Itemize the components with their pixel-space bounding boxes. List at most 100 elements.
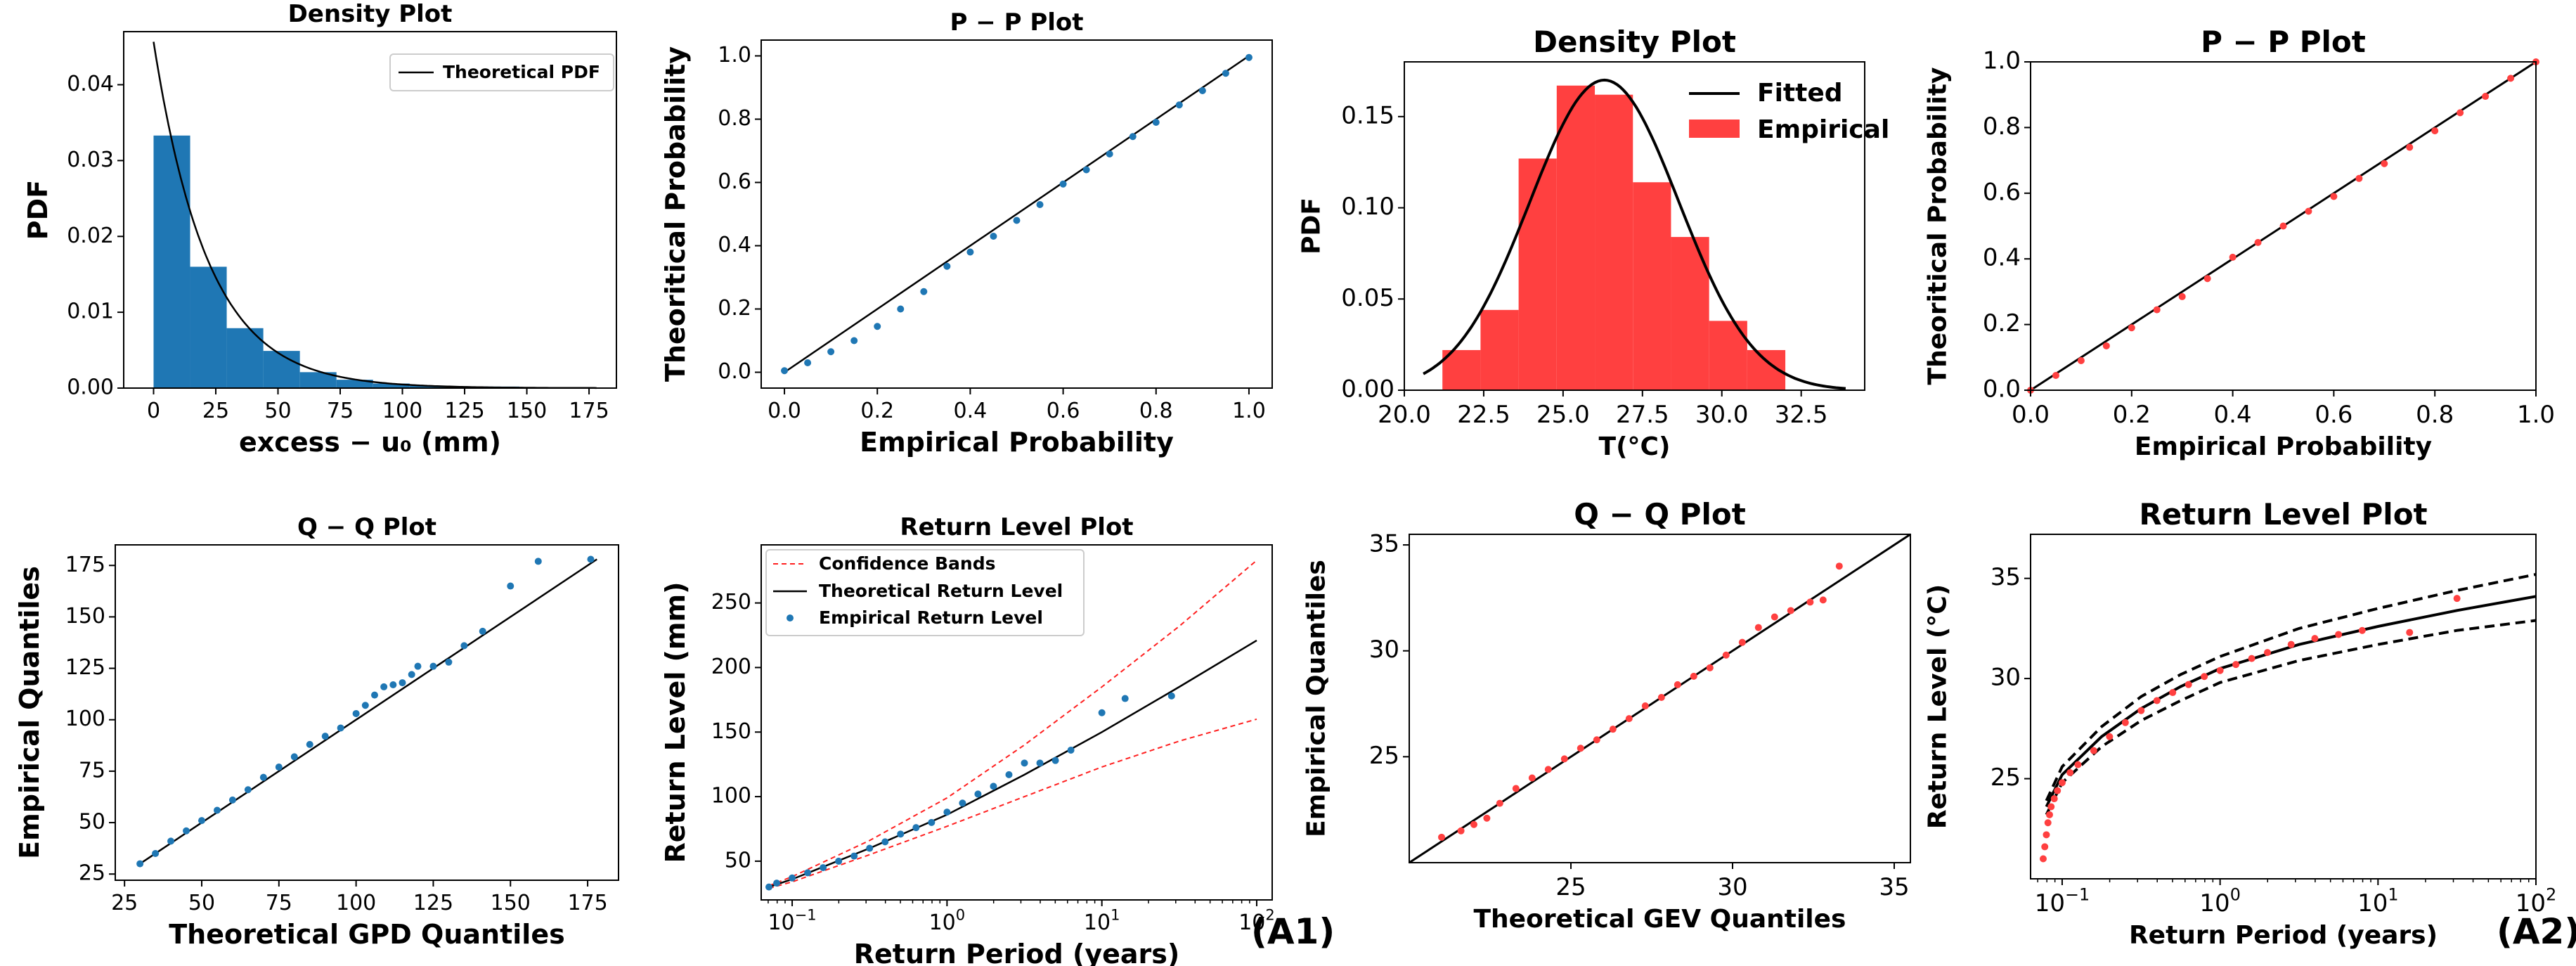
data-point	[1036, 201, 1044, 208]
data-point	[2254, 238, 2262, 246]
data-point	[897, 830, 905, 838]
data-point	[990, 233, 997, 240]
data-point	[1121, 695, 1129, 702]
data-point	[2102, 342, 2110, 349]
data-point	[228, 796, 236, 804]
x-tick-label: 100	[929, 907, 966, 936]
y-tick-label: 0.6	[1983, 178, 2021, 206]
data-point	[943, 262, 951, 270]
data-point	[959, 799, 966, 807]
data-point	[2041, 843, 2049, 851]
x-tick-label: 150	[507, 399, 547, 423]
y-axis-label: Return Level (mm)	[660, 582, 691, 863]
data-point	[874, 323, 881, 330]
x-tick-label: 0.8	[2416, 401, 2454, 429]
data-point	[2431, 127, 2439, 135]
data-point	[2178, 292, 2186, 300]
data-point	[1021, 759, 1028, 767]
histogram-bar	[190, 266, 227, 388]
y-tick-label: 0.15	[1341, 101, 1394, 129]
data-point	[2355, 174, 2363, 182]
data-point	[1819, 596, 1827, 604]
data-point	[789, 874, 796, 882]
data-point	[943, 809, 951, 816]
data-point	[2054, 787, 2062, 794]
data-point	[866, 844, 874, 852]
data-point	[337, 724, 344, 732]
histogram-bar	[1633, 182, 1671, 390]
y-tick-label: 0.10	[1341, 193, 1394, 221]
x-tick-label: 0	[147, 399, 160, 423]
y-tick-label: 0.05	[1341, 284, 1394, 312]
chart-title: Return Level Plot	[900, 513, 1133, 541]
data-point	[2406, 629, 2414, 636]
y-tick-label: 175	[65, 553, 105, 577]
data-point	[1754, 624, 1762, 631]
theoretical-return-level-line	[768, 639, 1257, 888]
panel-label-a2: (A2)	[2497, 911, 2576, 952]
legend-patch-icon	[1689, 120, 1740, 138]
data-point	[306, 740, 313, 748]
data-point	[445, 658, 453, 666]
data-point	[2216, 666, 2224, 674]
data-point	[2507, 75, 2515, 82]
upper-confidence-band	[2045, 573, 2537, 801]
legend: Theoretical PDF	[389, 53, 614, 91]
data-point	[1544, 766, 1552, 773]
chart-title: Density Plot	[288, 0, 453, 28]
data-point	[1560, 755, 1568, 763]
legend: Confidence Bands Theoretical Return Level…	[765, 549, 1085, 636]
data-point	[460, 642, 468, 650]
data-point	[1625, 715, 1633, 723]
chart-title: Q − Q Plot	[1574, 497, 1746, 532]
data-point	[2201, 673, 2208, 681]
data-point	[2128, 324, 2135, 332]
y-tick-label: 0.4	[718, 233, 751, 257]
data-point	[1098, 709, 1106, 716]
x-tick-label: 50	[264, 399, 291, 423]
axes-frame	[2030, 534, 2537, 880]
data-point	[389, 681, 397, 688]
histogram-bar	[226, 328, 264, 388]
histogram-bar	[263, 351, 300, 388]
y-tick-label: 100	[711, 784, 751, 809]
data-point	[1129, 133, 1137, 141]
data-point	[897, 305, 905, 313]
y-tick-label: 25	[1369, 742, 1399, 770]
data-point	[990, 783, 997, 790]
y-tick-label: 0.0	[718, 359, 751, 384]
data-point	[414, 662, 422, 670]
axes-frame	[115, 544, 619, 881]
data-point	[1059, 180, 1067, 188]
data-point	[2050, 795, 2058, 803]
data-point	[1175, 101, 1183, 109]
axes-frame	[123, 31, 617, 389]
histogram-bar	[153, 135, 190, 389]
data-point	[1771, 613, 1778, 621]
data-point	[1657, 693, 1665, 701]
data-point	[534, 558, 542, 565]
data-point	[1706, 664, 1714, 671]
x-tick-label: 175	[567, 891, 607, 915]
y-axis-label: Theoritical Probability	[1923, 67, 1952, 385]
histogram-bar	[1518, 158, 1557, 390]
data-point	[1641, 702, 1649, 710]
chart-title: Return Level Plot	[2139, 497, 2427, 532]
data-point	[2106, 733, 2114, 740]
y-tick-label: 0.4	[1983, 244, 2021, 272]
x-tick-label: 20.0	[1378, 401, 1431, 429]
x-tick-label: 125	[444, 399, 484, 423]
y-axis-label: Empirical Quantiles	[14, 566, 45, 859]
data-point	[1674, 681, 1681, 688]
data-point	[1438, 833, 1445, 841]
y-tick-label: 35	[1991, 563, 2021, 591]
data-point	[2229, 253, 2237, 261]
data-point	[1198, 87, 1206, 94]
x-axis-label: Return Period (years)	[854, 939, 1179, 966]
data-point	[1738, 638, 1746, 646]
lower-confidence-band	[768, 718, 1257, 889]
data-point	[2077, 356, 2085, 364]
data-point	[2335, 631, 2343, 638]
histogram-bar	[1595, 94, 1633, 390]
